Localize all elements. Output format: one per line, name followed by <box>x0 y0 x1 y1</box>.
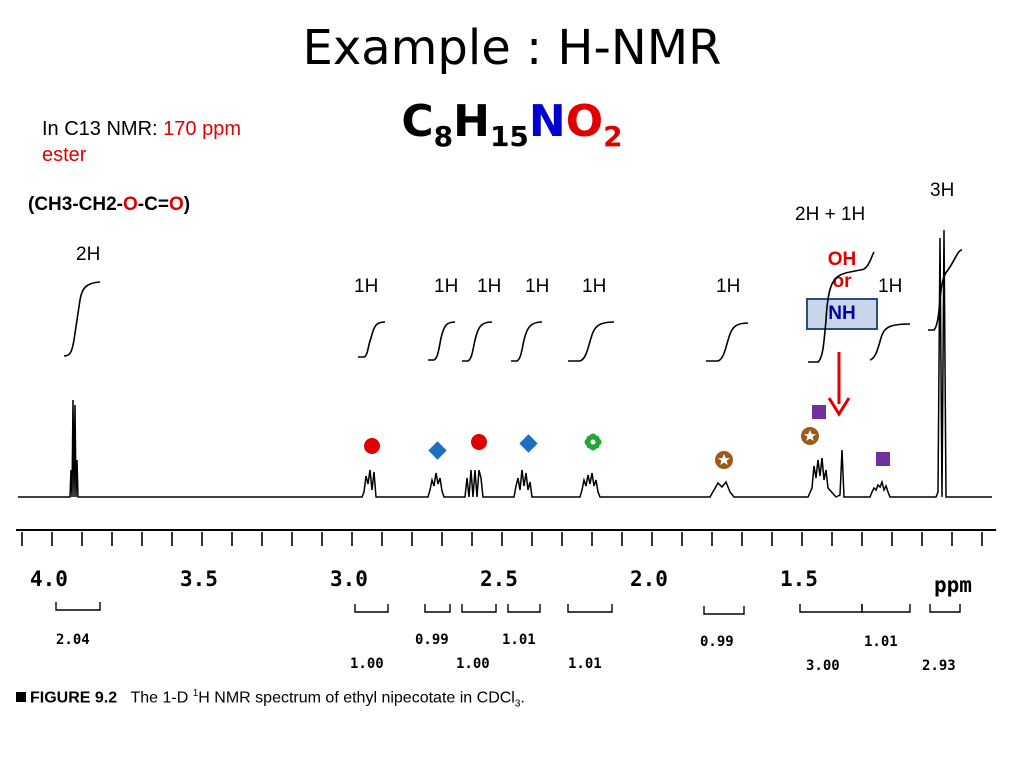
integral-curve-6 <box>568 321 615 362</box>
tick-label-3-5: 3.5 <box>180 567 218 591</box>
slide-title: Example : H-NMR <box>302 20 722 76</box>
integral-curve-9 <box>869 323 911 361</box>
caption-sub: 3 <box>514 698 521 710</box>
h-label-1h-b: 1H <box>434 276 459 297</box>
figure-caption: FIGURE 9.2 The 1-D 1H NMR spectrum of et… <box>16 688 525 710</box>
c13-prefix: In C13 NMR: <box>42 118 164 140</box>
h-label-1h-f: 1H <box>716 276 741 297</box>
h-label-2h-plus-1h: 2H + 1H <box>795 204 866 225</box>
integration-3-00: 3.00 <box>806 658 840 674</box>
h-label-3h: 3H <box>930 180 955 201</box>
fragment-oxygen-2: O <box>168 194 184 215</box>
h-label-1h-e: 1H <box>582 276 607 297</box>
blue-diamond-marker-1 <box>428 441 447 460</box>
integral-curves <box>63 249 963 363</box>
formula-c-count: 8 <box>433 119 454 153</box>
brown-star-marker-2 <box>801 427 819 445</box>
formula-c: C <box>401 96 434 147</box>
tick-label-2-5: 2.5 <box>480 567 518 591</box>
or-text: or <box>832 271 852 292</box>
integral-curve-1 <box>63 281 101 357</box>
h-label-1h-g: 1H <box>878 276 903 297</box>
integration-1-01-c: 1.01 <box>568 656 602 672</box>
ester-fragment: (CH3-CH2-O-C=O) <box>28 194 190 216</box>
integration-1-01-a: 1.01 <box>502 632 536 648</box>
integration-1-00-a: 1.00 <box>350 656 384 672</box>
integral-curve-3 <box>428 321 456 361</box>
h-label-2h: 2H <box>76 244 101 265</box>
caption-text-post: H NMR spectrum of ethyl nipecotate in CD… <box>198 689 515 707</box>
tick-label-1-5: 1.5 <box>780 567 818 591</box>
integral-curve-4 <box>462 321 493 362</box>
h-label-1h-d: 1H <box>525 276 550 297</box>
integration-2-04: 2.04 <box>56 632 90 648</box>
red-circle-marker-2 <box>471 434 487 450</box>
caption-sup: 1 <box>192 688 199 699</box>
axis-ticks <box>21 532 983 546</box>
caption-figure-number: FIGURE 9.2 <box>30 689 118 707</box>
oh-text: OH <box>827 249 857 270</box>
fragment-part-3: ) <box>183 194 191 215</box>
formula-o: O <box>565 96 604 147</box>
green-flower-marker <box>584 433 602 451</box>
c13-ester: ester <box>42 144 87 166</box>
h-label-1h-a: 1H <box>354 276 379 297</box>
fragment-part-1: (CH3-CH2- <box>28 194 123 215</box>
c13-note: In C13 NMR: 170 ppm ester <box>42 116 241 168</box>
integral-curve-2 <box>358 321 386 358</box>
purple-square-marker-2 <box>876 452 890 466</box>
caption-end: . <box>520 689 525 707</box>
integral-curve-5 <box>511 321 543 362</box>
integration-0-99-b: 0.99 <box>700 634 734 650</box>
axis-unit-ppm: ppm <box>934 573 972 597</box>
purple-square-marker-1 <box>812 405 826 419</box>
integral-curve-7 <box>706 322 749 362</box>
tick-label-3-0: 3.0 <box>330 567 368 591</box>
caption-text-pre: The 1-D <box>130 689 193 707</box>
formula-o-count: 2 <box>603 119 623 153</box>
integration-2-93: 2.93 <box>922 658 956 674</box>
h-label-1h-c: 1H <box>477 276 502 297</box>
integration-brackets <box>55 602 961 615</box>
blue-diamond-marker-2 <box>519 434 538 453</box>
brown-star-marker-1 <box>715 451 733 469</box>
integration-1-00-b: 1.00 <box>456 656 490 672</box>
spectrum-baseline <box>18 229 992 498</box>
nh-box: NH <box>806 298 878 330</box>
formula-h-count: 15 <box>489 119 529 153</box>
molecular-formula: C8H15NO2 <box>0 96 1024 153</box>
caption-square-icon <box>16 692 26 703</box>
integration-0-99-a: 0.99 <box>415 632 449 648</box>
integral-curve-8 <box>808 251 875 363</box>
fragment-part-2: -C= <box>137 194 169 215</box>
fragment-oxygen-1: O <box>123 194 138 215</box>
tick-label-4-0: 4.0 <box>30 567 68 591</box>
formula-n: N <box>528 96 566 147</box>
integration-1-01-b: 1.01 <box>864 634 898 650</box>
integral-curve-10 <box>928 249 963 331</box>
red-circle-marker-1 <box>364 438 380 454</box>
nh-arrow-head <box>827 397 851 417</box>
tick-label-2-0: 2.0 <box>630 567 668 591</box>
formula-h: H <box>453 96 490 147</box>
oh-or-nh-callout: OH or NH <box>806 248 878 330</box>
c13-value: 170 ppm <box>163 118 241 140</box>
nmr-spectrum: 4.0 3.5 3.0 2.5 2.0 1.5 ppm 2.04 0.99 1.… <box>16 229 996 674</box>
